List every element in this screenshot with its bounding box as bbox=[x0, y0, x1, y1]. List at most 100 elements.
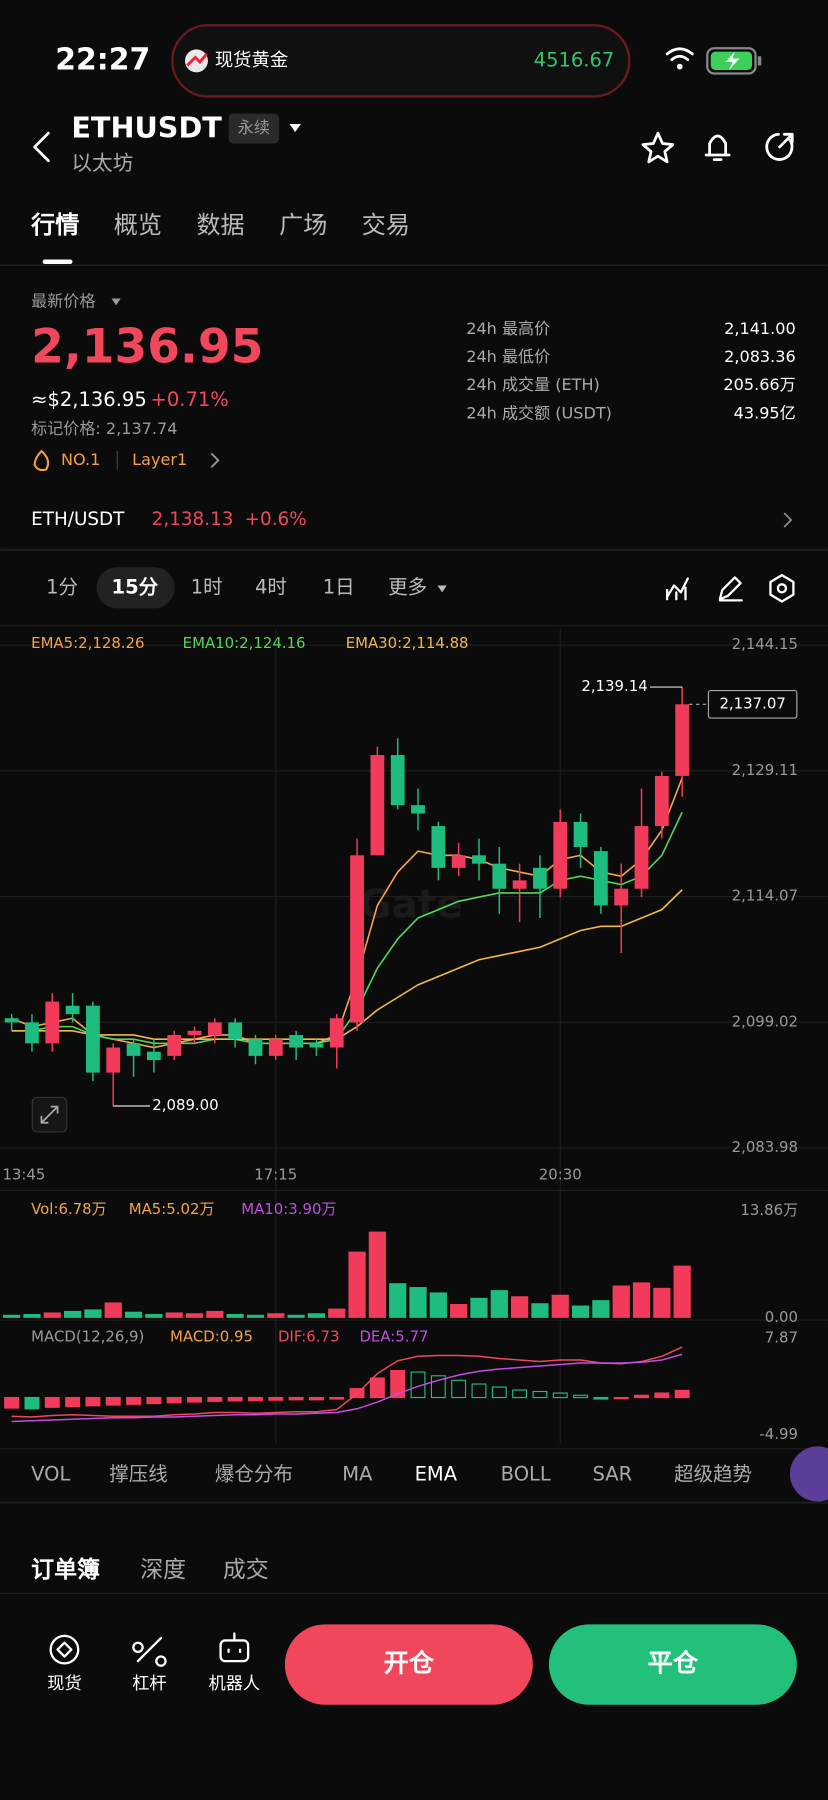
open-button[interactable] bbox=[284, 1624, 533, 1705]
macd-legend: DEA:5.77 bbox=[359, 1327, 428, 1345]
volume-bar bbox=[145, 1314, 163, 1318]
spot-icon[interactable] bbox=[49, 1634, 80, 1665]
indicator-tab[interactable]: SAR bbox=[593, 1463, 633, 1486]
tool-label[interactable]: 机器人 bbox=[209, 1674, 261, 1694]
indicator-tab[interactable]: 撑压线 bbox=[109, 1463, 168, 1486]
candle-body bbox=[167, 1034, 182, 1056]
tab[interactable]: 概览 bbox=[114, 211, 162, 239]
indicator-tab[interactable]: MA bbox=[342, 1463, 373, 1486]
more-dropdown[interactable] bbox=[437, 585, 447, 593]
last-price: 2,136.95 bbox=[31, 320, 263, 375]
spot-pair[interactable]: ETH/USDT bbox=[31, 509, 125, 530]
volume-bar bbox=[104, 1302, 122, 1318]
favorite-icon[interactable] bbox=[641, 131, 675, 164]
back-button[interactable] bbox=[33, 131, 50, 163]
macd-bar bbox=[613, 1396, 629, 1400]
tabs: 行情 概览 数据 广场 交易 bbox=[30, 211, 410, 239]
kline-chart: 2,144.15 2,129.11 2,114.07 2,099.02 2,083.98… bbox=[0, 629, 828, 1445]
volume-bar bbox=[673, 1265, 691, 1318]
spot-icon-inner bbox=[56, 1641, 73, 1658]
alert-icon[interactable] bbox=[704, 134, 731, 161]
settings-icon[interactable] bbox=[769, 573, 795, 603]
indicator-tab[interactable]: 爆仓分布 bbox=[215, 1463, 293, 1486]
flame-icon bbox=[33, 449, 50, 472]
price-label-dropdown[interactable] bbox=[111, 298, 121, 306]
usd-price: ≈$2,136.95 bbox=[31, 388, 147, 411]
gold-icon bbox=[184, 49, 208, 73]
macd-bar bbox=[390, 1369, 406, 1399]
dif-line bbox=[11, 1346, 683, 1418]
stat-label: 24h 成交量 (ETH) bbox=[466, 375, 600, 394]
macd-bar bbox=[532, 1390, 548, 1399]
macd-tick-label: -4.99 bbox=[759, 1425, 798, 1443]
stat-value: 205.66万 bbox=[723, 375, 795, 394]
book-tab[interactable]: 成交 bbox=[223, 1557, 269, 1583]
volume-bar bbox=[63, 1310, 82, 1318]
close-label: 平仓 bbox=[648, 1649, 699, 1678]
indicator-icon[interactable] bbox=[665, 577, 689, 601]
y-tick-label: 2,129.11 bbox=[732, 761, 798, 779]
symbol-dropdown[interactable] bbox=[289, 123, 301, 133]
tab[interactable]: 交易 bbox=[362, 211, 410, 239]
interval[interactable]: 4时 bbox=[255, 575, 287, 598]
watermark: Gate bbox=[359, 882, 462, 927]
tab[interactable]: 行情 bbox=[30, 211, 79, 239]
macd-bar bbox=[491, 1386, 507, 1399]
volume-bar bbox=[246, 1314, 265, 1318]
interval[interactable]: 1时 bbox=[191, 575, 223, 598]
draw-icon[interactable] bbox=[718, 576, 743, 602]
tab[interactable]: 数据 bbox=[196, 211, 244, 239]
volume-tick-label: 13.86万 bbox=[740, 1201, 798, 1219]
macd-bar bbox=[471, 1383, 487, 1399]
low-label: 2,089.00 bbox=[152, 1096, 218, 1114]
candle-body bbox=[411, 805, 425, 814]
macd-bar bbox=[308, 1396, 324, 1401]
tab[interactable]: 广场 bbox=[279, 211, 327, 239]
book-tab[interactable]: 深度 bbox=[140, 1557, 186, 1583]
sector-chevron bbox=[210, 452, 220, 468]
macd-bar bbox=[329, 1396, 345, 1400]
candle-body bbox=[512, 880, 527, 889]
tool-label[interactable]: 杠杆 bbox=[132, 1674, 166, 1694]
indicator-tab[interactable]: 超级趋势 bbox=[674, 1463, 752, 1486]
candle-body bbox=[654, 775, 669, 827]
volume-legend: MA10:3.90万 bbox=[241, 1200, 336, 1218]
candle-body bbox=[146, 1051, 161, 1061]
candle-body bbox=[45, 1001, 60, 1044]
volume-bar bbox=[206, 1310, 224, 1318]
share-icon[interactable] bbox=[765, 132, 794, 161]
indicator-tab[interactable]: EMA bbox=[415, 1463, 458, 1486]
stat-label: 24h 最高价 bbox=[466, 319, 550, 338]
volume-bar bbox=[429, 1292, 447, 1318]
macd-bar bbox=[369, 1377, 385, 1399]
macd-bar bbox=[248, 1396, 263, 1402]
clock: 22:27 bbox=[55, 42, 150, 77]
candle-body bbox=[106, 1047, 121, 1073]
y-tick-label: 2,083.98 bbox=[732, 1138, 798, 1156]
spot-chevron bbox=[783, 512, 793, 528]
interval[interactable]: 1日 bbox=[323, 575, 355, 598]
candle-body bbox=[390, 755, 405, 806]
tool-label[interactable]: 现货 bbox=[47, 1674, 81, 1694]
floating-button[interactable] bbox=[789, 1446, 828, 1502]
contract-tag: 永续 bbox=[238, 118, 270, 137]
volume-bar bbox=[592, 1300, 610, 1318]
sector[interactable]: Layer1 bbox=[132, 450, 187, 469]
interval[interactable]: 15分 bbox=[112, 575, 159, 598]
macd-bar bbox=[552, 1392, 568, 1399]
interval[interactable]: 更多 bbox=[388, 575, 427, 598]
macd-bar bbox=[288, 1396, 304, 1401]
charging-bolt bbox=[725, 51, 740, 71]
indicator-tab[interactable]: BOLL bbox=[501, 1463, 551, 1486]
ticker-pill[interactable] bbox=[171, 24, 631, 98]
indicator-tab[interactable]: VOL bbox=[31, 1463, 70, 1486]
close-button[interactable] bbox=[548, 1624, 797, 1705]
book-tab[interactable]: 订单簿 bbox=[31, 1557, 100, 1583]
volume-bar bbox=[409, 1287, 427, 1318]
interval[interactable]: 1分 bbox=[46, 575, 78, 598]
volume-bar bbox=[267, 1313, 285, 1318]
leverage-icon[interactable] bbox=[132, 1636, 167, 1667]
tag-bg bbox=[228, 113, 280, 144]
